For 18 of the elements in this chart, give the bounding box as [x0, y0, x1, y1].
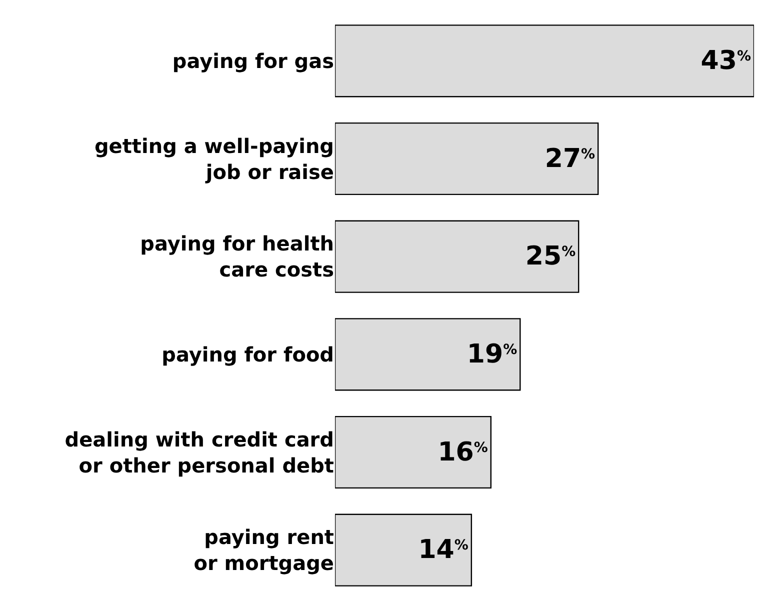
data-label: 19$^{%}$	[466, 339, 518, 370]
y-tick-label: paying for health care costs	[140, 232, 334, 282]
bar	[335, 416, 492, 489]
bar	[335, 514, 472, 586]
bar	[335, 24, 754, 98]
bar	[335, 122, 599, 196]
data-label: 16$^{%}$	[438, 437, 488, 468]
bar	[335, 318, 521, 391]
data-label: 25$^{%}$	[525, 242, 576, 272]
data-label: 27$^{%}$	[544, 144, 596, 174]
y-tick-label: getting a well-paying job or raise	[94, 134, 334, 184]
bar	[335, 220, 580, 293]
y-tick-label: paying for food	[162, 342, 334, 366]
data-label: 14$^{%}$	[418, 535, 468, 566]
y-tick-label: paying rent or mortgage	[194, 525, 334, 576]
data-label: 43$^{%}$	[700, 46, 751, 76]
y-tick-label: dealing with credit card or other personal debt	[64, 427, 334, 478]
y-tick-label: paying for gas	[172, 48, 334, 73]
